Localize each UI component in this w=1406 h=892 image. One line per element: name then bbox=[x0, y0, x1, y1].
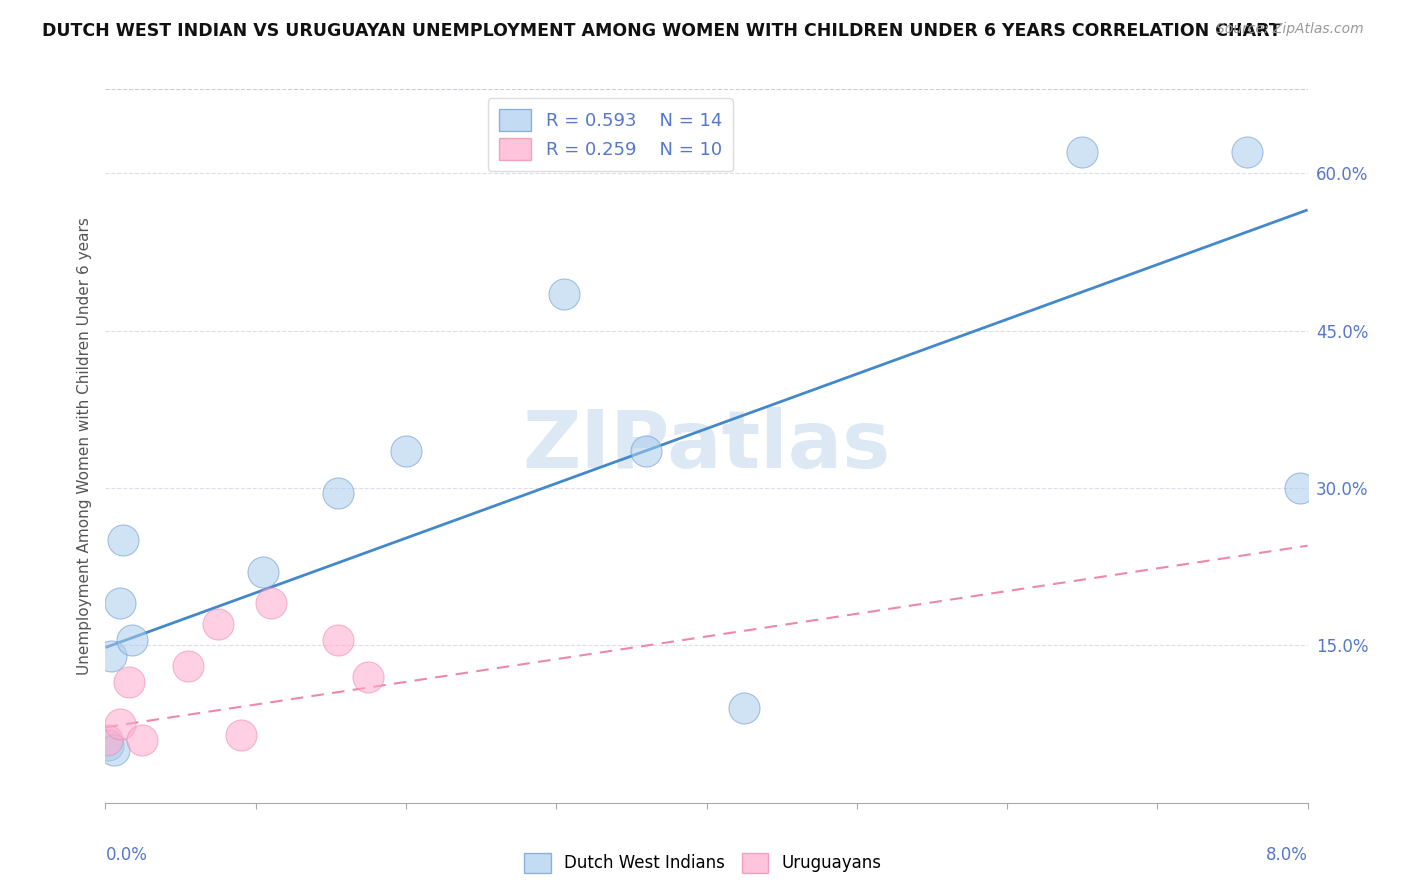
Point bbox=[229, 728, 252, 742]
Text: Source: ZipAtlas.com: Source: ZipAtlas.com bbox=[1216, 22, 1364, 37]
Point bbox=[328, 486, 350, 500]
Point bbox=[112, 533, 135, 548]
Point bbox=[96, 732, 118, 747]
Point bbox=[100, 648, 122, 663]
Point bbox=[395, 444, 418, 458]
Point bbox=[207, 617, 229, 632]
Point bbox=[110, 717, 132, 731]
Point bbox=[131, 732, 153, 747]
Point bbox=[1071, 145, 1094, 160]
Text: 0.0%: 0.0% bbox=[105, 846, 148, 863]
Point bbox=[733, 701, 755, 715]
Text: 8.0%: 8.0% bbox=[1265, 846, 1308, 863]
Point bbox=[110, 596, 132, 610]
Point bbox=[97, 738, 120, 752]
Point bbox=[553, 286, 575, 301]
Point bbox=[357, 670, 380, 684]
Point bbox=[252, 565, 274, 579]
Legend: Dutch West Indians, Uruguayans: Dutch West Indians, Uruguayans bbox=[517, 847, 889, 880]
Point bbox=[260, 596, 283, 610]
Point bbox=[118, 675, 141, 690]
Y-axis label: Unemployment Among Women with Children Under 6 years: Unemployment Among Women with Children U… bbox=[76, 217, 91, 675]
Text: ZIPatlas: ZIPatlas bbox=[523, 407, 890, 485]
Point bbox=[177, 659, 200, 673]
Point bbox=[1289, 481, 1312, 495]
Point bbox=[636, 444, 658, 458]
Point bbox=[121, 633, 143, 648]
Point bbox=[103, 743, 125, 757]
Point bbox=[328, 633, 350, 648]
Legend: R = 0.593    N = 14, R = 0.259    N = 10: R = 0.593 N = 14, R = 0.259 N = 10 bbox=[488, 98, 733, 171]
Text: DUTCH WEST INDIAN VS URUGUAYAN UNEMPLOYMENT AMONG WOMEN WITH CHILDREN UNDER 6 YE: DUTCH WEST INDIAN VS URUGUAYAN UNEMPLOYM… bbox=[42, 22, 1281, 40]
Point bbox=[1236, 145, 1258, 160]
